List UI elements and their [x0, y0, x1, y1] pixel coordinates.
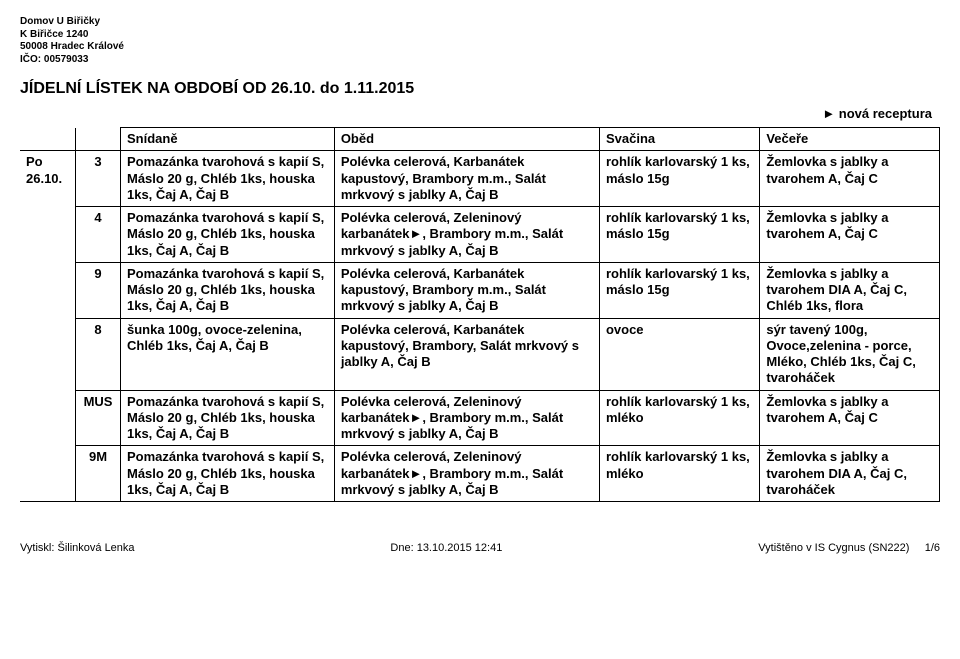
- org-block: Domov U Biřičky K Biřičce 1240 50008 Hra…: [20, 16, 940, 66]
- menu-row: MUS Pomazánka tvarohová s kapií S, Máslo…: [20, 390, 940, 446]
- dinner-cell: Žemlovka s jablky a tvarohem A, Čaj C: [760, 207, 940, 263]
- day-weekday: Po: [26, 154, 43, 169]
- variant-cell: 8: [76, 318, 121, 390]
- dinner-cell: sýr tavený 100g, Ovoce,zelenina - porce,…: [760, 318, 940, 390]
- lunch-cell: Polévka celerová, Karbanátek kapustový, …: [334, 318, 599, 390]
- lunch-cell: Polévka celerová, Zeleninový karbanátek►…: [334, 207, 599, 263]
- menu-header-row: Snídaně Oběd Svačina Večeře: [20, 128, 940, 151]
- breakfast-cell: Pomazánka tvarohová s kapií S, Máslo 20 …: [120, 390, 334, 446]
- day-date: 26.10.: [26, 171, 62, 186]
- org-line2: K Biřičce 1240: [20, 29, 940, 42]
- header-snack: Svačina: [599, 128, 759, 151]
- variant-cell: 9M: [76, 446, 121, 502]
- dinner-cell: Žemlovka s jablky a tvarohem A, Čaj C: [760, 390, 940, 446]
- header-breakfast: Snídaně: [120, 128, 334, 151]
- snack-cell: rohlík karlovarský 1 ks, máslo 15g: [599, 151, 759, 207]
- menu-row: 9M Pomazánka tvarohová s kapií S, Máslo …: [20, 446, 940, 502]
- variant-cell: 3: [76, 151, 121, 207]
- breakfast-cell: šunka 100g, ovoce-zelenina, Chléb 1ks, Č…: [120, 318, 334, 390]
- breakfast-cell: Pomazánka tvarohová s kapií S, Máslo 20 …: [120, 151, 334, 207]
- footer-left: Vytiskl: Šilinková Lenka: [20, 542, 135, 554]
- snack-cell: rohlík karlovarský 1 ks, mléko: [599, 446, 759, 502]
- header-variant: [76, 128, 121, 151]
- dinner-cell: Žemlovka s jablky a tvarohem A, Čaj C: [760, 151, 940, 207]
- footer-page: 1/6: [925, 542, 940, 554]
- day-cell: Po 26.10.: [20, 151, 76, 502]
- lunch-cell: Polévka celerová, Zeleninový karbanátek►…: [334, 446, 599, 502]
- page-title: JÍDELNÍ LÍSTEK NA OBDOBÍ OD 26.10. do 1.…: [20, 80, 940, 98]
- snack-cell: rohlík karlovarský 1 ks, máslo 15g: [599, 262, 759, 318]
- org-line1: Domov U Biřičky: [20, 16, 940, 29]
- snack-cell: ovoce: [599, 318, 759, 390]
- legend-new-recipe: ► nová receptura: [20, 106, 932, 121]
- snack-cell: rohlík karlovarský 1 ks, máslo 15g: [599, 207, 759, 263]
- variant-cell: MUS: [76, 390, 121, 446]
- menu-row: 4 Pomazánka tvarohová s kapií S, Máslo 2…: [20, 207, 940, 263]
- breakfast-cell: Pomazánka tvarohová s kapií S, Máslo 20 …: [120, 262, 334, 318]
- lunch-cell: Polévka celerová, Karbanátek kapustový, …: [334, 262, 599, 318]
- variant-cell: 4: [76, 207, 121, 263]
- menu-table: Snídaně Oběd Svačina Večeře Po 26.10. 3 …: [20, 127, 940, 502]
- footer-right: Vytištěno v IS Cygnus (SN222): [758, 542, 909, 554]
- dinner-cell: Žemlovka s jablky a tvarohem DIA A, Čaj …: [760, 262, 940, 318]
- org-line4: IČO: 00579033: [20, 54, 940, 67]
- lunch-cell: Polévka celerová, Zeleninový karbanátek►…: [334, 390, 599, 446]
- menu-row: 9 Pomazánka tvarohová s kapií S, Máslo 2…: [20, 262, 940, 318]
- snack-cell: rohlík karlovarský 1 ks, mléko: [599, 390, 759, 446]
- lunch-cell: Polévka celerová, Karbanátek kapustový, …: [334, 151, 599, 207]
- dinner-cell: Žemlovka s jablky a tvarohem DIA A, Čaj …: [760, 446, 940, 502]
- breakfast-cell: Pomazánka tvarohová s kapií S, Máslo 20 …: [120, 446, 334, 502]
- org-line3: 50008 Hradec Králové: [20, 41, 940, 54]
- header-lunch: Oběd: [334, 128, 599, 151]
- breakfast-cell: Pomazánka tvarohová s kapií S, Máslo 20 …: [120, 207, 334, 263]
- footer-center: Dne: 13.10.2015 12:41: [390, 542, 502, 554]
- menu-row: Po 26.10. 3 Pomazánka tvarohová s kapií …: [20, 151, 940, 207]
- page-footer: Vytiskl: Šilinková Lenka Dne: 13.10.2015…: [20, 542, 940, 554]
- header-dinner: Večeře: [760, 128, 940, 151]
- header-day: [20, 128, 76, 151]
- menu-row: 8 šunka 100g, ovoce-zelenina, Chléb 1ks,…: [20, 318, 940, 390]
- variant-cell: 9: [76, 262, 121, 318]
